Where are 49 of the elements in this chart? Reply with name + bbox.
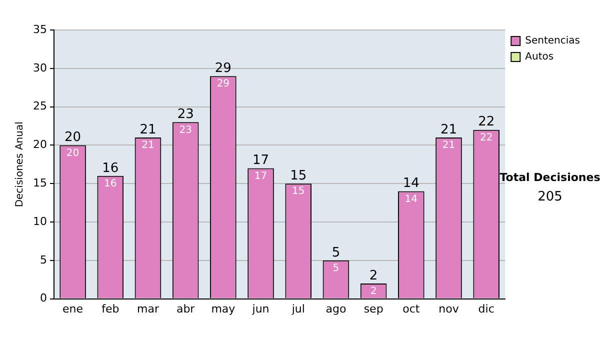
data-label: 21 [142,140,154,152]
y-tick-label: 25 [32,100,47,113]
x-tick-label: dic [478,302,494,316]
data-label: 5 [332,262,340,274]
total-label: 14 [402,176,420,192]
data-label: 17 [254,170,268,182]
y-tick-label: 20 [32,138,47,152]
data-label: 21 [442,140,456,152]
x-tick-label: may [211,302,236,316]
legend-label: Autos [525,52,554,63]
annotation: Total Decisiones [500,170,600,184]
legend-label: Sentencias [525,36,580,47]
y-tick-label: 15 [32,176,47,190]
x-tick-label: ago [326,302,346,316]
total-label: 2 [369,268,378,284]
x-tick-label: jun [251,302,270,316]
data-label: 23 [179,124,192,136]
data-label: 22 [480,132,493,144]
x-tick-label: nov [438,302,460,316]
y-tick-label: 35 [32,22,47,36]
total-label: 23 [177,107,194,122]
data-label: 14 [404,194,418,205]
data-label: 16 [104,178,117,190]
x-tick-label: jul [290,302,305,316]
data-label: 20 [66,148,80,159]
data-label: 2 [370,286,377,298]
data-label: 15 [292,186,305,198]
total-label: 21 [440,122,458,138]
total-label: 21 [140,122,156,138]
data-label: 29 [216,78,230,90]
text: 205 [538,189,562,204]
x-tick-label: feb [102,302,120,316]
y-tick-label: 5 [40,253,47,266]
x-tick-label: abr [176,302,196,316]
y-axis-title: Decisiones Anual [14,122,26,208]
x-tick-label: sep [364,302,384,316]
total-label: 5 [332,245,340,260]
total-label: 20 [64,130,82,146]
x-tick-label: mar [136,302,160,316]
total-label: 17 [252,153,270,168]
y-tick-label: 10 [32,214,47,228]
total-label: 16 [102,160,119,176]
x-tick-label: oct [402,302,420,316]
total-label: 29 [214,60,232,76]
total-label: 22 [478,114,495,130]
y-tick-label: 0 [40,292,47,305]
total-label: 15 [290,168,307,184]
y-tick-label: 30 [32,61,47,74]
x-tick-label: ene [62,302,84,316]
